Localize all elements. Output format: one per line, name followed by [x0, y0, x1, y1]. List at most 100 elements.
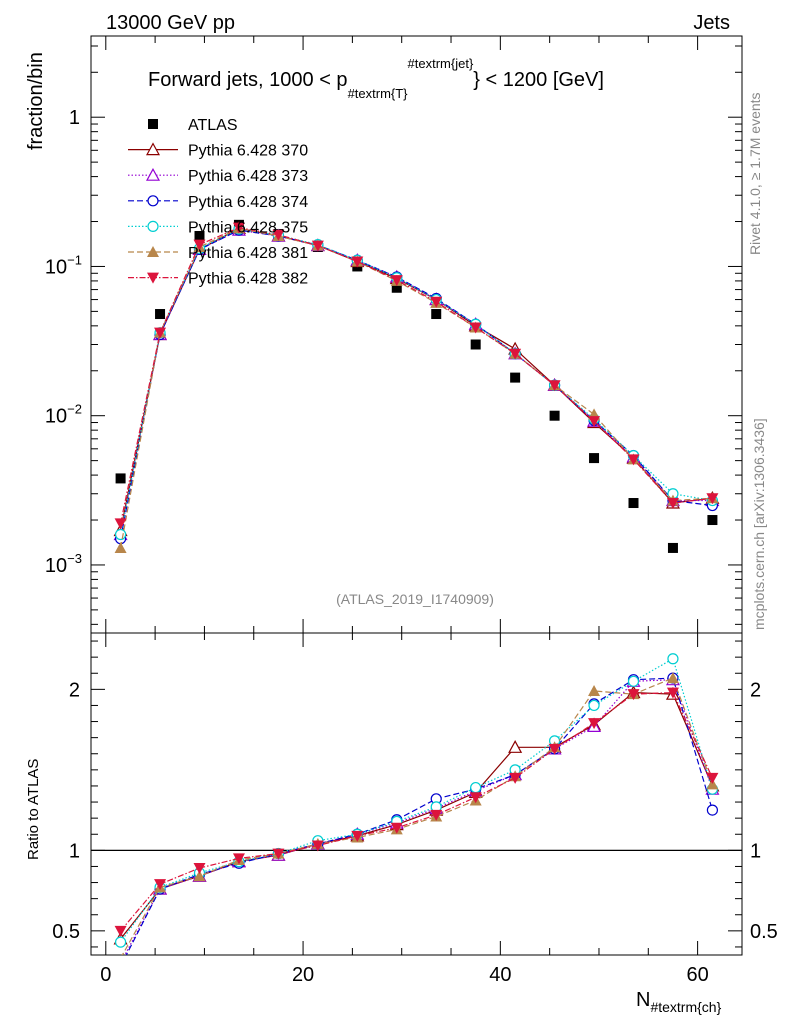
data-point: [311, 240, 324, 252]
ratio-point: [508, 740, 523, 753]
chart-title: Forward jets, 1000 < p#textrm{T}#textrm{…: [148, 56, 604, 101]
y-tick-label: 10−2: [45, 402, 82, 428]
data-point: [194, 230, 205, 241]
data-point: [548, 380, 561, 392]
y-tick-label: 1: [69, 107, 80, 129]
y-tick-label: 10−3: [45, 551, 82, 577]
ratio-point: [114, 925, 127, 937]
ratio-point: [430, 809, 443, 821]
data-point: [589, 453, 600, 464]
ratio-series-1: [124, 672, 720, 955]
rivet-version-label: Rivet 4.1.0, ≥ 1.7M events: [747, 92, 763, 255]
main-y-axis-label: fraction/bin: [25, 52, 47, 150]
legend-label: Pythia 6.428 381: [188, 245, 308, 262]
legend-marker: [147, 220, 159, 232]
data-point: [114, 528, 127, 541]
ratio-point: [666, 672, 679, 684]
ratio-y-tick-label-right: 2: [750, 679, 761, 701]
data-point: [193, 239, 206, 251]
legend-marker: [147, 195, 159, 207]
data-point: [628, 498, 639, 509]
ratio-series-2: [125, 672, 719, 955]
legend-label: Pythia 6.428 375: [188, 219, 308, 236]
ratio-point: [311, 840, 324, 852]
legend-label: Pythia 6.428 382: [188, 271, 308, 288]
ratio-point: [627, 689, 640, 701]
data-point: [707, 515, 718, 526]
data-point: [272, 229, 285, 241]
ratio-line: [120, 691, 713, 932]
ratio-point: [548, 743, 561, 755]
data-point: [390, 275, 403, 287]
ratio-line: [120, 657, 713, 943]
ratio-y-axis-label: Ratio to ATLAS: [25, 759, 42, 860]
ratio-point: [232, 853, 245, 865]
legend-marker: [145, 142, 161, 156]
ratio-point: [627, 675, 640, 687]
ratio-y-tick-label-left: 0.5: [52, 921, 80, 943]
x-tick-label: 40: [489, 964, 511, 986]
legend-marker: [147, 246, 159, 257]
ratio-point: [193, 863, 206, 875]
series-6: [114, 222, 719, 530]
legend-marker: [147, 272, 159, 284]
data-point: [431, 309, 442, 320]
analysis-watermark: (ATLAS_2019_I1740909): [336, 591, 494, 607]
y-tick-label: 10−1: [45, 252, 82, 278]
legend: ATLAS Pythia 6.428 370 Pythia 6.428 373 Pyt…: [128, 117, 308, 288]
data-point: [469, 322, 482, 334]
ratio-point: [390, 822, 403, 834]
series-line: [120, 229, 713, 539]
data-point: [155, 309, 166, 320]
data-point: [115, 473, 126, 484]
ratio-y-tick-label-left: 1: [69, 840, 80, 862]
header-right: Jets: [693, 12, 730, 34]
ratio-point: [588, 684, 601, 696]
ratio-line: [121, 677, 713, 955]
ratio-point: [588, 699, 600, 712]
ratio-point: [351, 830, 364, 842]
ratio-point: [469, 792, 482, 804]
data-point: [154, 327, 167, 339]
ratio-point: [272, 848, 285, 860]
data-point: [588, 416, 601, 428]
series-1: [113, 221, 720, 537]
ratio-point: [470, 781, 482, 794]
ratio-point: [114, 936, 127, 948]
ratio-point: [509, 772, 522, 784]
ratio-line: [125, 677, 713, 955]
series-line: [120, 227, 713, 524]
data-point: [114, 518, 127, 530]
data-point: [232, 222, 245, 234]
ratio-point: [666, 687, 679, 699]
ratio-y-tick-label-right: 0.5: [750, 921, 778, 943]
data-point: [509, 348, 522, 360]
legend-label: Pythia 6.428 374: [188, 194, 308, 211]
ratio-point: [588, 718, 601, 730]
x-tick-label: 0: [100, 964, 111, 986]
series-line: [120, 227, 713, 549]
x-axis-label: N#textrm{ch}: [636, 989, 722, 1015]
legend-marker: [145, 167, 161, 181]
mcplots-label: mcplots.cern.ch [arXiv:1306.3436]: [751, 418, 767, 630]
data-point: [666, 498, 679, 510]
data-point: [706, 493, 719, 505]
ratio-point: [706, 772, 719, 784]
ratio-point: [193, 870, 206, 882]
ratio-point: [667, 653, 679, 665]
data-point: [510, 372, 521, 383]
ratio-series-group: [113, 653, 720, 955]
legend-label: Pythia 6.428 373: [188, 168, 308, 185]
data-point: [430, 296, 443, 308]
legend-label: ATLAS: [188, 117, 238, 134]
ratio-line: [124, 679, 713, 955]
ratio-point: [154, 879, 167, 891]
ratio-panel-frame: [90, 632, 743, 956]
ratio-y-tick-label-left: 2: [69, 679, 80, 701]
ratio-y-tick-label-right: 1: [750, 840, 761, 862]
ratio-point: [706, 804, 719, 816]
data-point: [391, 282, 402, 293]
ratio-series-5: [114, 687, 719, 937]
data-point: [470, 339, 481, 350]
